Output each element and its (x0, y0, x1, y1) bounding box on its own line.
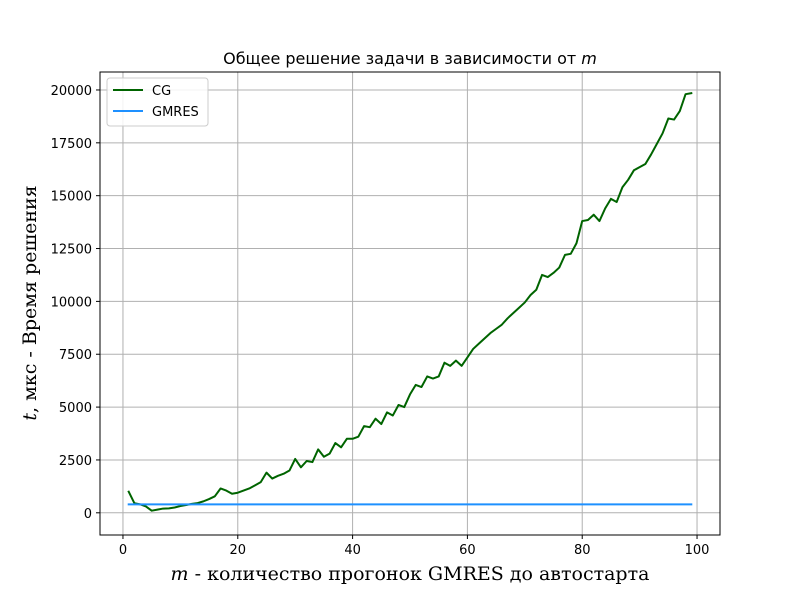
plot-frame (99, 71, 721, 536)
y-axis-label-text: , мкс - Время решения (19, 185, 41, 413)
y-tick-label: 0 (84, 507, 92, 522)
y-tick-label: 5000 (59, 401, 92, 416)
y-ticks: 0 2500 5000 7500 10000 12500 15000 17500 20000 (51, 84, 100, 522)
chart-title: Общее решение задачи в зависимости от m (223, 49, 597, 68)
y-tick-label: 12500 (51, 243, 92, 258)
chart-title-var: m (581, 49, 597, 68)
x-ticks: 0 20 40 60 80 100 (119, 535, 710, 558)
x-axis-label-var: m (171, 563, 189, 585)
chart-title-text: Общее решение задачи в зависимости от (223, 49, 581, 68)
series-line-cg (127, 91, 693, 512)
x-tick-label: 0 (119, 543, 127, 558)
y-tick-label: 7500 (59, 348, 92, 363)
x-tick-label: 40 (344, 543, 361, 558)
y-tick-label: 20000 (51, 84, 92, 99)
x-tick-label: 80 (574, 543, 591, 558)
x-tick-label: 60 (459, 543, 476, 558)
x-tick-label: 20 (230, 543, 247, 558)
legend-label-gmres: GMRES (152, 105, 199, 120)
x-tick-label: 100 (685, 543, 710, 558)
y-axis-label: t, мкс - Время решения (19, 185, 41, 420)
x-axis-label-text: - количество прогонок GMRES до автостарт… (189, 563, 650, 585)
legend-label-cg: CG (152, 84, 171, 99)
x-axis-label: m - количество прогонок GMRES до автоста… (171, 563, 650, 585)
y-tick-label: 17500 (51, 137, 92, 152)
y-tick-label: 2500 (59, 454, 92, 469)
legend: CG GMRES (106, 77, 209, 127)
y-axis-label-var: t (19, 413, 41, 421)
y-tick-label: 15000 (51, 190, 92, 205)
series-layer (127, 91, 693, 512)
grid (100, 72, 720, 535)
y-tick-label: 10000 (51, 295, 92, 310)
